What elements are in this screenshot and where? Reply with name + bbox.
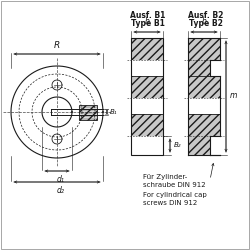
Bar xyxy=(131,60,163,76)
Text: B₂: B₂ xyxy=(174,142,182,148)
Text: d₁: d₁ xyxy=(57,175,65,184)
Text: screws DIN 912: screws DIN 912 xyxy=(143,200,197,206)
Bar xyxy=(131,136,163,155)
Text: B₁: B₁ xyxy=(110,109,118,115)
Bar xyxy=(131,98,163,114)
Bar xyxy=(188,76,220,98)
Bar xyxy=(188,114,220,136)
Text: Für Zylinder-: Für Zylinder- xyxy=(143,174,187,180)
Bar xyxy=(188,38,220,60)
Text: Ausf. B1: Ausf. B1 xyxy=(130,10,166,20)
Text: d₂: d₂ xyxy=(57,186,65,195)
Text: Ausf. B2: Ausf. B2 xyxy=(188,10,224,20)
Bar xyxy=(79,105,97,120)
Text: R: R xyxy=(54,41,60,50)
Bar xyxy=(131,38,163,155)
Text: Type B1: Type B1 xyxy=(131,20,165,28)
Text: For cylindrical cap: For cylindrical cap xyxy=(143,192,207,198)
Text: m: m xyxy=(230,92,237,100)
Text: b: b xyxy=(202,17,206,26)
Bar xyxy=(188,136,210,155)
Bar xyxy=(188,98,220,114)
Bar xyxy=(131,114,163,136)
Bar xyxy=(131,76,163,98)
Text: schraube DIN 912: schraube DIN 912 xyxy=(143,182,206,188)
Text: Type B2: Type B2 xyxy=(189,20,223,28)
Bar xyxy=(131,38,163,60)
Bar xyxy=(188,60,210,76)
Text: b: b xyxy=(144,17,150,26)
